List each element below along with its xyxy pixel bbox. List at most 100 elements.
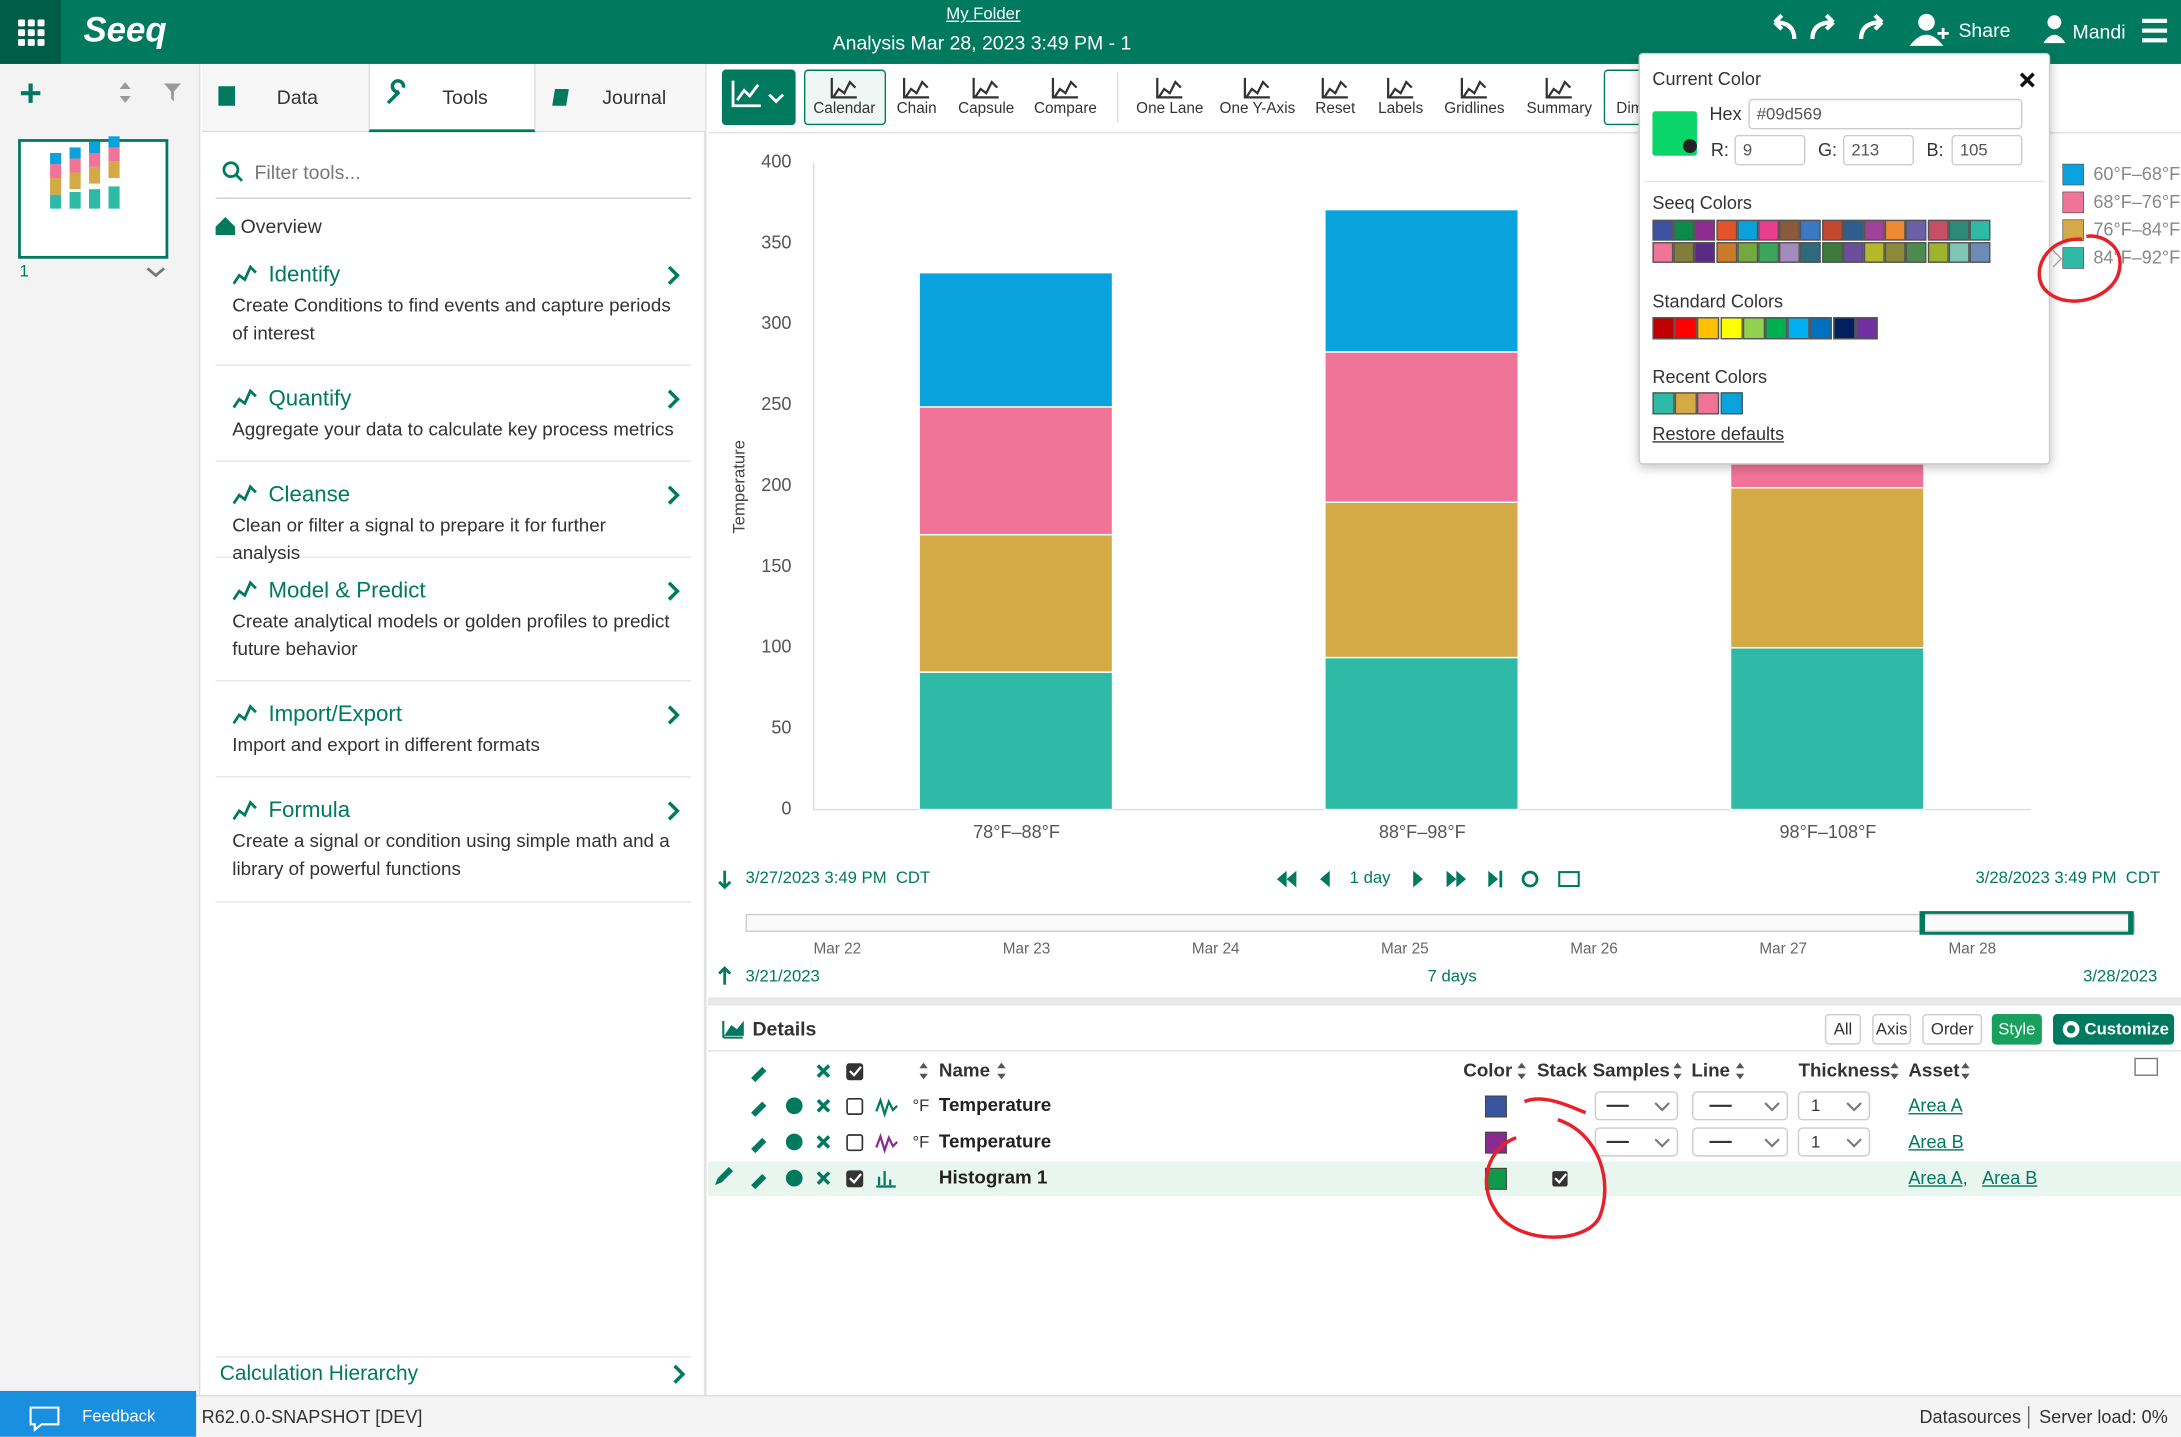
toolbar-button[interactable]: One Lane — [1136, 100, 1204, 118]
toolbar-button[interactable]: Dim — [1616, 100, 1644, 118]
share-button[interactable]: Share — [1958, 18, 2011, 42]
toolbar-button[interactable]: Labels — [1378, 100, 1424, 118]
column-header[interactable]: Name — [938, 1059, 991, 1081]
swatch[interactable] — [1758, 242, 1780, 263]
details-button-label[interactable]: Style — [1998, 1019, 2036, 1039]
swatch[interactable] — [1765, 317, 1788, 340]
hex-input[interactable] — [1748, 98, 2023, 130]
investigate-start[interactable]: 3/21/2023 — [745, 966, 820, 986]
swatch[interactable] — [1821, 219, 1843, 241]
swatch[interactable] — [1737, 242, 1758, 263]
swatch[interactable] — [1720, 392, 1743, 415]
swatch[interactable] — [1842, 219, 1864, 241]
swatch[interactable] — [1715, 219, 1737, 241]
column-header[interactable]: Samples — [1592, 1059, 1670, 1081]
swatch[interactable] — [1697, 317, 1720, 340]
swatch[interactable] — [1906, 242, 1927, 263]
restore-defaults[interactable]: Restore defaults — [1652, 423, 1785, 444]
swatch[interactable] — [1969, 242, 1991, 263]
details-button[interactable] — [1824, 1013, 1862, 1045]
apps-button[interactable] — [0, 0, 62, 64]
toolbar-button[interactable]: Gridlines — [1444, 100, 1505, 118]
swatch[interactable] — [1674, 317, 1698, 340]
chart-type-button[interactable] — [721, 69, 796, 126]
swatch[interactable] — [1652, 242, 1674, 263]
swatch[interactable] — [1800, 219, 1822, 241]
swatch[interactable] — [1758, 219, 1780, 241]
swatch[interactable] — [1948, 219, 1970, 241]
timeline-selection[interactable] — [1919, 911, 2134, 935]
channel-input[interactable] — [1951, 134, 2023, 166]
swatch[interactable] — [1737, 219, 1758, 241]
column-header[interactable]: Stack — [1536, 1059, 1588, 1081]
tab-label[interactable]: Data — [276, 85, 318, 108]
tab-label[interactable]: Journal — [602, 85, 667, 108]
details-button-label[interactable]: All — [1833, 1019, 1853, 1039]
details-button-label[interactable]: Order — [1930, 1019, 1974, 1039]
swatch[interactable] — [1694, 219, 1716, 241]
swatch[interactable] — [1720, 317, 1743, 340]
display-end[interactable]: 3/28/2023 3:49 PM CDT — [1975, 867, 2161, 888]
tool-name[interactable]: Model & Predict — [268, 579, 426, 603]
details-button[interactable] — [1991, 1013, 2042, 1045]
channel-input[interactable] — [1842, 134, 1914, 166]
swatch[interactable] — [1742, 317, 1765, 340]
tool-name[interactable]: Identify — [268, 263, 341, 288]
tool-name[interactable]: Cleanse — [268, 483, 351, 507]
swatch[interactable] — [1906, 219, 1927, 241]
swatch[interactable] — [1855, 317, 1878, 340]
swatch[interactable] — [1948, 242, 1970, 263]
swatch[interactable] — [1863, 242, 1885, 263]
asset-link[interactable]: Area B — [1982, 1167, 2038, 1189]
toolbar-button[interactable]: Capsule — [958, 100, 1015, 118]
toolbar-button[interactable]: Calendar — [813, 100, 876, 118]
toolbar-button[interactable]: Reset — [1315, 100, 1356, 118]
swatch[interactable] — [1810, 317, 1833, 340]
datasources-link[interactable]: Datasources — [1919, 1406, 2022, 1428]
column-header[interactable]: Color — [1463, 1059, 1513, 1081]
toolbar-button[interactable]: Compare — [1033, 100, 1097, 118]
column-header[interactable]: Asset — [1908, 1059, 1960, 1081]
timeline[interactable] — [745, 913, 2136, 932]
swatch[interactable] — [1673, 242, 1695, 263]
toolbar-button[interactable]: Chain — [896, 100, 937, 118]
calculation-hierarchy[interactable]: Calculation Hierarchy — [219, 1361, 419, 1386]
feedback-label[interactable]: Feedback — [82, 1405, 156, 1426]
details-button-label[interactable]: Customize — [2084, 1019, 2169, 1039]
swatch[interactable] — [1715, 242, 1737, 263]
swatch[interactable] — [1927, 242, 1949, 263]
display-start[interactable]: 3/27/2023 3:49 PM CDT — [745, 867, 931, 888]
tool-name[interactable]: Quantify — [268, 387, 352, 411]
swatch[interactable] — [1779, 219, 1801, 241]
swatch[interactable] — [1779, 242, 1801, 263]
tool-name[interactable]: Formula — [268, 798, 351, 823]
asset-link[interactable]: Area B — [1908, 1131, 1964, 1152]
swatch[interactable] — [1674, 392, 1698, 415]
swatch[interactable] — [1821, 242, 1843, 263]
overview-link[interactable]: Overview — [240, 215, 322, 238]
asset-link[interactable]: Area A, — [1908, 1167, 1968, 1189]
toolbar-button[interactable]: Summary — [1526, 100, 1592, 118]
channel-input[interactable] — [1734, 134, 1806, 166]
tool-name[interactable]: Import/Export — [268, 702, 403, 727]
swatch[interactable] — [1927, 219, 1949, 241]
display-duration[interactable]: 1 day — [1349, 867, 1391, 888]
swatch[interactable] — [1694, 242, 1716, 263]
swatch[interactable] — [1652, 317, 1675, 340]
swatch[interactable] — [1969, 219, 1991, 241]
folder-link[interactable]: My Folder — [946, 3, 1021, 24]
swatch[interactable] — [1863, 219, 1885, 241]
swatch[interactable] — [1652, 219, 1674, 241]
swatch[interactable] — [1652, 392, 1675, 415]
column-header[interactable]: Thickness — [1798, 1059, 1891, 1081]
investigate-end[interactable]: 3/28/2023 — [2083, 966, 2158, 986]
filter-input[interactable]: Filter tools... — [254, 160, 361, 184]
asset-link[interactable]: Area A — [1908, 1094, 1963, 1116]
user-menu[interactable]: Mandi — [2072, 20, 2126, 43]
column-header[interactable]: Line — [1691, 1059, 1731, 1081]
details-button[interactable] — [1922, 1013, 1983, 1045]
swatch[interactable] — [1697, 392, 1720, 415]
swatch[interactable] — [1673, 219, 1695, 241]
swatch[interactable] — [1832, 317, 1855, 340]
swatch[interactable] — [1884, 219, 1906, 241]
